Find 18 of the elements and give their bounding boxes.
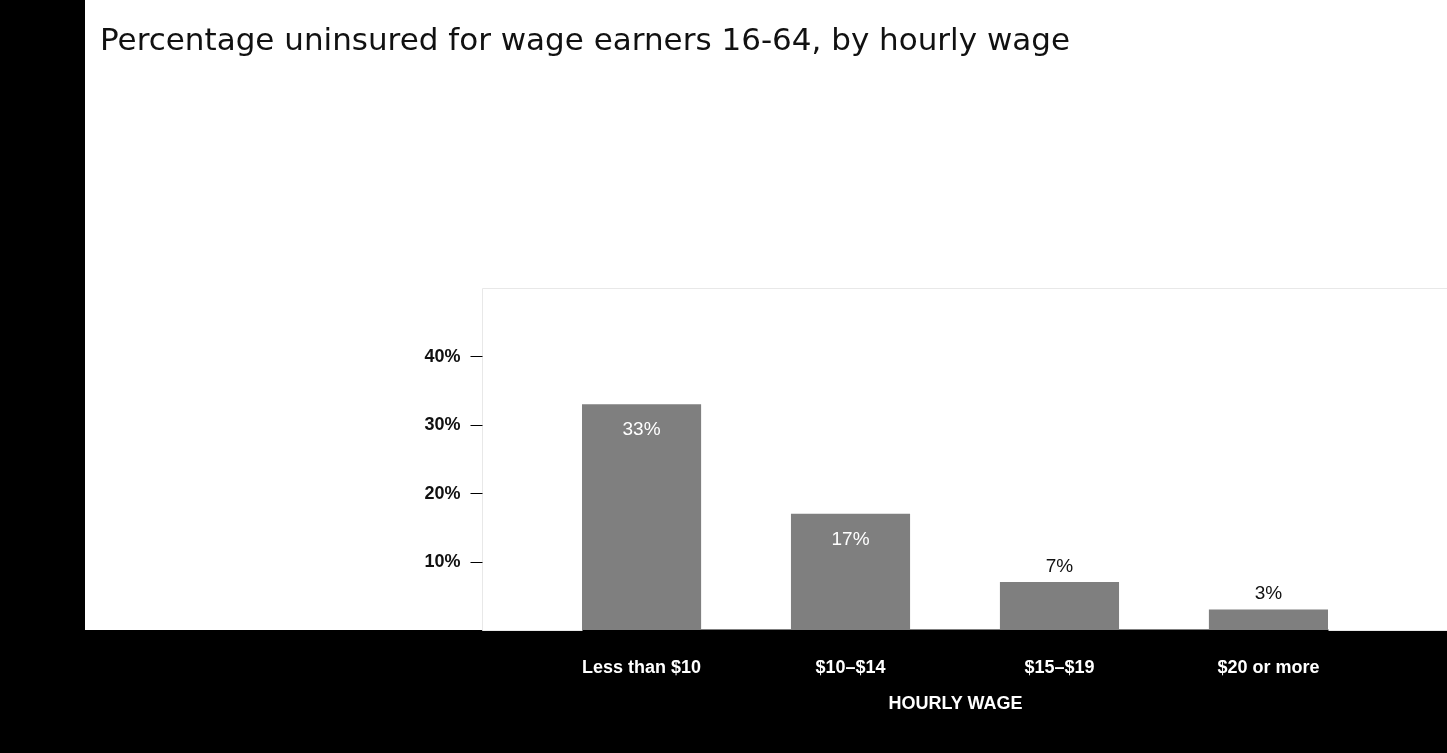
x-tick-label: Less than $10: [582, 656, 702, 677]
y-tick-label: 40%: [424, 345, 461, 366]
y-tick-label: 20%: [424, 482, 461, 503]
y-tick-label: 30%: [424, 414, 461, 435]
chart-title: Percentage uninsured for wage earners 16-64, by hourly wage: [100, 21, 1071, 57]
x-axis-title: HOURLY WAGE: [888, 692, 1023, 713]
x-tick-label: $15–$19: [1024, 656, 1095, 677]
data-label: 17%: [831, 527, 870, 549]
bar: [1208, 609, 1328, 630]
x-tick-label: $10–$14: [815, 656, 886, 677]
data-label: 7%: [1045, 555, 1074, 577]
bar: [582, 404, 702, 630]
y-tick-label: 10%: [424, 551, 461, 572]
x-tick-label: $20 or more: [1217, 656, 1320, 677]
bar: [790, 513, 911, 630]
bar: [999, 582, 1120, 630]
data-label: 33%: [622, 418, 661, 440]
data-label: 3%: [1254, 582, 1283, 604]
